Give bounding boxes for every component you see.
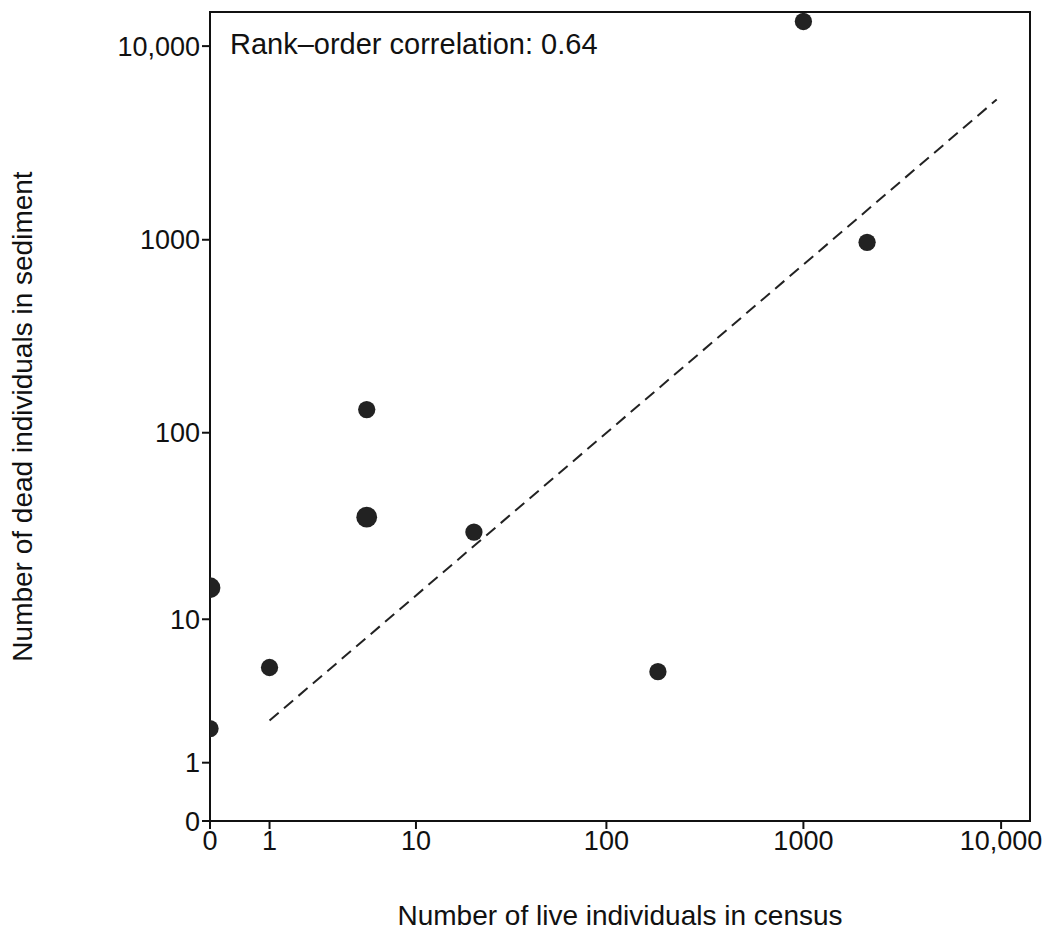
- svg-text:1000: 1000: [140, 225, 200, 255]
- svg-text:10: 10: [170, 605, 200, 635]
- svg-text:Number of live individuals in: Number of live individuals in census: [397, 900, 842, 931]
- svg-text:1000: 1000: [773, 826, 833, 856]
- svg-text:0: 0: [185, 807, 200, 837]
- svg-text:100: 100: [584, 826, 629, 856]
- svg-text:10,000: 10,000: [960, 826, 1043, 856]
- svg-text:Number of dead individuals in: Number of dead individuals in sediment: [8, 171, 38, 661]
- svg-text:100: 100: [155, 418, 200, 448]
- svg-text:10: 10: [401, 826, 431, 856]
- svg-text:1: 1: [185, 748, 200, 778]
- svg-text:10,000: 10,000: [117, 32, 200, 62]
- html-text:Rank–order correlation: 0.64: Rank–order correlation: 0.64: [230, 28, 598, 60]
- svg-text:0: 0: [202, 826, 217, 856]
- svg-text:1: 1: [262, 826, 277, 856]
